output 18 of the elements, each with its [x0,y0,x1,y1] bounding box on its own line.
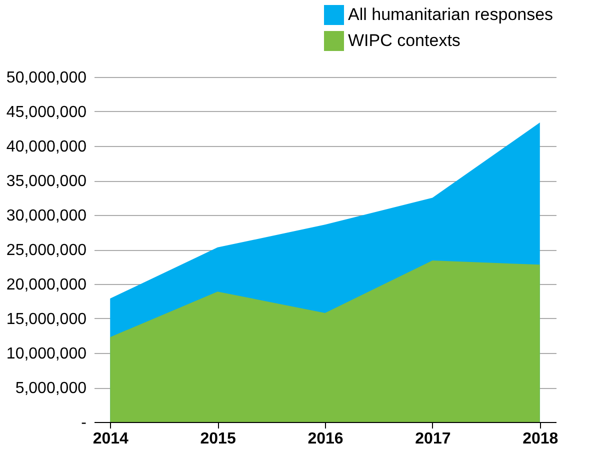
y-tick-label: 30,000,000 [6,208,87,224]
legend-label: All humanitarian responses [348,5,554,24]
y-tick-label: 40,000,000 [6,138,87,156]
legend-label: WIPC contexts [348,31,460,50]
y-tick-label: 50,000,000 [6,70,87,86]
y-tick-label: - [81,414,86,432]
y-tick-label: 10,000,000 [6,346,87,362]
x-tick-label: 2014 [92,430,129,448]
y-tick-label: 20,000,000 [6,276,87,294]
y-tick-label: 35,000,000 [6,173,87,190]
y-tick-label: 5,000,000 [15,380,87,397]
y-tick-label: 15,000,000 [6,311,87,328]
x-tick-label: 2018 [522,430,558,448]
y-tick-label: 25,000,000 [6,242,87,259]
x-tick-label: 2016 [308,430,344,448]
y-tick-label: 45,000,000 [6,104,87,121]
x-tick-label: 2015 [200,430,236,448]
x-tick-label: 2017 [415,430,451,448]
